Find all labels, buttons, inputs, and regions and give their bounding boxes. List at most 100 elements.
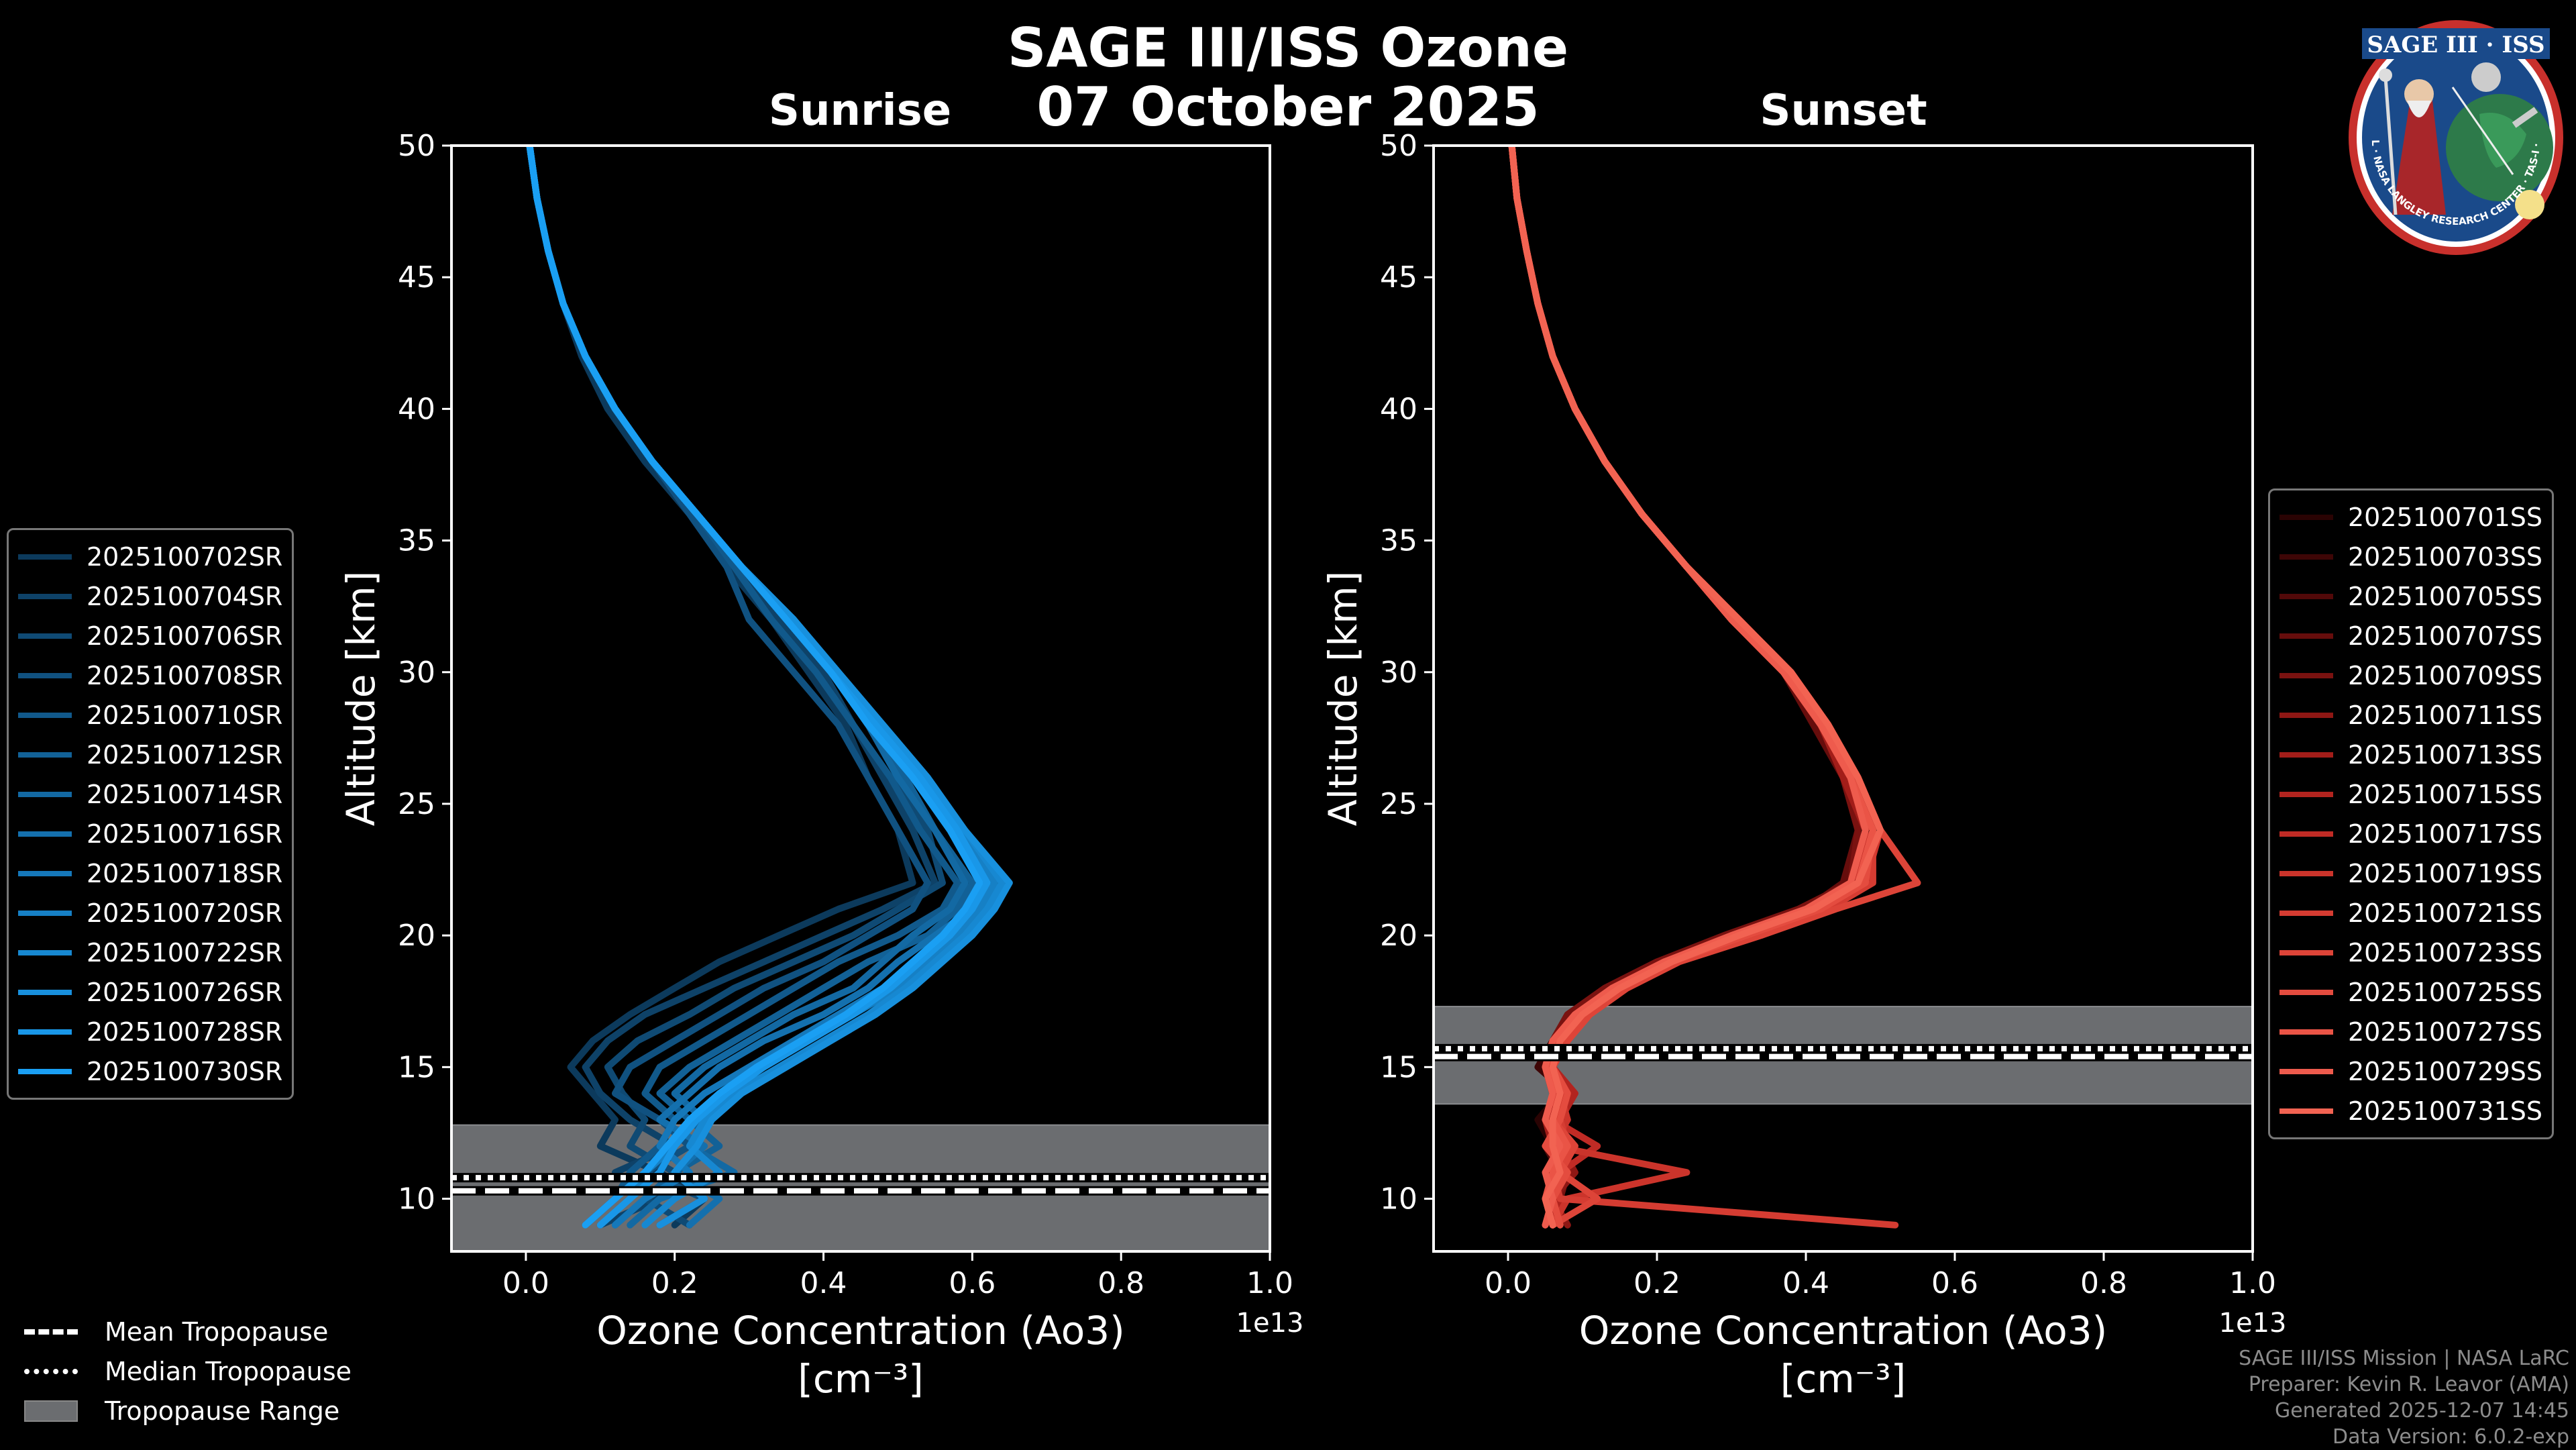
legend-item-2025100729SS: 2025100729SS — [2279, 1051, 2542, 1091]
median-tropopause-swatch — [24, 1368, 78, 1374]
legend-item-2025100715SS: 2025100715SS — [2279, 774, 2542, 814]
legend-item-2025100712SR: 2025100712SR — [18, 735, 282, 774]
sunset-y-tick-label: 30 — [1380, 656, 1417, 690]
sunset-x-offset-label: 1e13 — [2219, 1308, 2287, 1339]
sunrise-x-tick-label: 0.8 — [1097, 1266, 1144, 1300]
legend-label: 2025100722SR — [87, 937, 283, 968]
legend-label: 2025100709SS — [2348, 660, 2543, 690]
legend-swatch — [18, 712, 72, 718]
sunset-legend: 2025100701SS 2025100703SS 2025100705SS 2025… — [2268, 488, 2555, 1139]
sunset-x-tick-label: 1.0 — [2229, 1266, 2276, 1300]
sunset-x-tick-label: 0.8 — [2080, 1266, 2127, 1300]
legend-swatch — [2279, 514, 2333, 520]
legend-swatch — [2279, 1029, 2333, 1035]
sunrise-x-tick-label: 1.0 — [1246, 1266, 1293, 1300]
sunset-y-tick-label: 50 — [1380, 129, 1417, 163]
legend-item-2025100706SR: 2025100706SR — [18, 616, 282, 656]
legend-label: 2025100705SS — [2348, 581, 2543, 611]
legend-label: 2025100713SS — [2348, 739, 2543, 770]
legend-swatch — [2279, 554, 2333, 560]
legend-item-2025100708SR: 2025100708SR — [18, 656, 282, 695]
legend-item-2025100731SS: 2025100731SS — [2279, 1091, 2542, 1131]
legend-label: 2025100715SS — [2348, 779, 2543, 809]
sunrise-series-2025100714SR — [526, 146, 969, 1229]
sunset-plot-frame — [1432, 144, 2254, 1253]
legend-label: 2025100708SR — [87, 660, 283, 690]
legend-swatch — [18, 791, 72, 797]
legend-swatch — [18, 633, 72, 639]
sunset-y-tick-label: 45 — [1380, 260, 1417, 295]
legend-item-2025100726SR: 2025100726SR — [18, 972, 282, 1012]
legend-item-2025100727SS: 2025100727SS — [2279, 1012, 2542, 1051]
legend-swatch — [2279, 791, 2333, 797]
sunrise-y-tick-label: 15 — [398, 1050, 435, 1084]
logo-figure-robe — [2392, 95, 2446, 215]
legend-item-2025100714SR: 2025100714SR — [18, 774, 282, 814]
legend-swatch — [18, 870, 72, 876]
sunrise-y-tick-label: 20 — [398, 919, 435, 953]
legend-swatch — [2279, 949, 2333, 955]
legend-item-2025100721SS: 2025100721SS — [2279, 893, 2542, 933]
tropopause-range-legend-item: Tropopause Range — [24, 1391, 352, 1431]
legend-label: 2025100730SR — [87, 1056, 283, 1086]
mean-tropopause-swatch — [24, 1329, 78, 1335]
legend-swatch — [18, 1029, 72, 1035]
sunset-x-tick-label: 0.4 — [1782, 1266, 1829, 1300]
median-tropopause-legend-item: Median Tropopause — [24, 1351, 352, 1391]
legend-item-2025100728SR: 2025100728SR — [18, 1012, 282, 1051]
sunset-y-tick-label: 25 — [1380, 787, 1417, 821]
legend-swatch — [2279, 989, 2333, 995]
sunrise-y-tick-label: 10 — [398, 1182, 435, 1216]
legend-label: 2025100701SS — [2348, 502, 2543, 532]
legend-label: 2025100714SR — [87, 779, 283, 809]
legend-swatch — [2279, 1068, 2333, 1074]
sunset-x-tick-label: 0.0 — [1485, 1266, 1532, 1300]
logo-moon — [2471, 62, 2501, 92]
sunrise-x-tick-label: 0.2 — [651, 1266, 698, 1300]
figure-title-line2: 07 October 2025 — [1036, 76, 1540, 138]
legend-label: 2025100703SS — [2348, 541, 2543, 572]
legend-item-2025100711SS: 2025100711SS — [2279, 695, 2542, 735]
sunset-plot: 0.0 0.2 0.4 0.6 0.8 1.0 10 15 20 25 30 35 40 45 50 1e13… — [1320, 129, 2286, 1402]
sunset-y-axis-label: Altitude [km] — [1320, 571, 1366, 826]
sunrise-y-tick-label: 40 — [398, 392, 435, 426]
legend-swatch — [2279, 831, 2333, 837]
sunset-y-tick-label: 20 — [1380, 919, 1417, 953]
sunrise-y-tick-label: 45 — [398, 260, 435, 295]
sunrise-y-axis-label: Altitude [km] — [338, 571, 384, 826]
figure-title-line1: SAGE III/ISS Ozone — [1007, 17, 1569, 79]
legend-swatch — [18, 831, 72, 837]
logo-title-text: SAGE III · ISS — [2367, 32, 2544, 58]
legend-item-2025100713SS: 2025100713SS — [2279, 735, 2542, 774]
sunset-y-tick-label: 40 — [1380, 392, 1417, 426]
legend-item-2025100723SS: 2025100723SS — [2279, 933, 2542, 972]
legend-swatch — [2279, 672, 2333, 678]
legend-item-2025100717SS: 2025100717SS — [2279, 814, 2542, 853]
legend-label: 2025100712SR — [87, 739, 283, 770]
sunrise-x-tick-label: 0.6 — [949, 1266, 996, 1300]
legend-item-2025100703SS: 2025100703SS — [2279, 537, 2542, 576]
legend-swatch — [18, 554, 72, 560]
legend-swatch — [2279, 752, 2333, 758]
median-tropopause-label: Median Tropopause — [105, 1356, 352, 1386]
credits-block: SAGE III/ISS Mission | NASA LaRC Prepare… — [2239, 1345, 2569, 1450]
legend-label: 2025100710SR — [87, 700, 283, 730]
tropopause-legend: Mean Tropopause Median Tropopause Tropop… — [24, 1312, 352, 1431]
legend-label: 2025100723SS — [2348, 937, 2543, 968]
legend-swatch — [2279, 870, 2333, 876]
legend-item-2025100701SS: 2025100701SS — [2279, 497, 2542, 537]
sunrise-x-offset-label: 1e13 — [1236, 1308, 1304, 1339]
legend-swatch — [18, 672, 72, 678]
legend-swatch — [2279, 633, 2333, 639]
sunrise-series-2025100702SR — [526, 146, 916, 1229]
legend-label: 2025100717SS — [2348, 819, 2543, 849]
legend-swatch — [18, 593, 72, 599]
legend-label: 2025100716SR — [87, 819, 283, 849]
sunrise-y-tick-label: 25 — [398, 787, 435, 821]
legend-label: 2025100721SS — [2348, 898, 2543, 928]
legend-label: 2025100718SR — [87, 858, 283, 888]
logo-station — [2512, 107, 2538, 128]
legend-label: 2025100731SS — [2348, 1096, 2543, 1126]
sunrise-series-2025100710SR — [526, 146, 961, 1229]
legend-item-2025100719SS: 2025100719SS — [2279, 853, 2542, 893]
